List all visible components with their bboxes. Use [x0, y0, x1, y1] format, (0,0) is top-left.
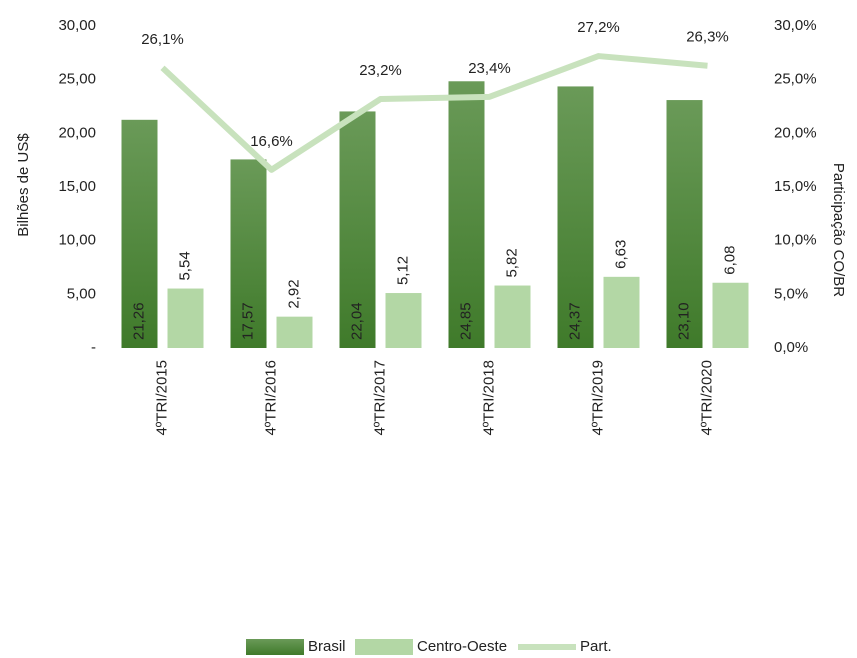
bar [121, 119, 158, 349]
y-tick-label: 10,00 [58, 232, 96, 249]
y2-tick-label: 30,0% [774, 17, 817, 34]
legend-label: Brasil [308, 638, 346, 655]
data-label: 23,2% [359, 62, 402, 79]
y2-tick-label: 25,0% [774, 71, 817, 88]
y2-tick-label: 10,0% [774, 232, 817, 249]
y-axis-label: Bilhões de US$ [15, 133, 32, 237]
bar [276, 316, 313, 348]
bar [603, 276, 640, 348]
y-tick-label: 5,00 [67, 285, 96, 302]
data-label: 16,6% [250, 133, 293, 150]
bar [494, 285, 531, 348]
bar [167, 288, 204, 348]
data-label: 5,12 [394, 256, 411, 285]
line [160, 53, 708, 173]
bar [230, 159, 267, 348]
data-label: 24,37 [566, 302, 583, 340]
bar [712, 282, 749, 348]
data-label: 22,04 [348, 302, 365, 340]
data-label: 21,26 [130, 302, 147, 340]
y2-tick-label: 0,0% [774, 339, 808, 356]
data-label: 5,82 [503, 248, 520, 277]
data-label: 23,4% [468, 60, 511, 77]
bar [385, 293, 422, 348]
legend-swatch [246, 639, 304, 655]
x-tick-label: 4ºTRI/2020 [698, 360, 715, 436]
legend-label: Part. [580, 638, 612, 655]
x-tick-label: 4ºTRI/2019 [589, 360, 606, 436]
x-tick-label: 4ºTRI/2018 [480, 360, 497, 436]
data-label: 27,2% [577, 19, 620, 36]
bar [666, 100, 703, 348]
data-label: 26,3% [686, 29, 729, 46]
x-tick-label: 4ºTRI/2015 [153, 360, 170, 436]
x-tick-label: 4ºTRI/2016 [262, 360, 279, 436]
data-label: 5,54 [176, 251, 193, 280]
data-label: 6,63 [612, 240, 629, 269]
bar [448, 81, 485, 348]
y2-tick-label: 15,0% [774, 178, 817, 195]
data-label: 17,57 [239, 302, 256, 340]
legend-swatch [518, 644, 576, 650]
y2-tick-label: 20,0% [774, 124, 817, 141]
y-tick-label: 20,00 [58, 124, 96, 141]
data-label: 23,10 [675, 302, 692, 340]
data-label: 26,1% [141, 31, 184, 48]
y-tick-label: 15,00 [58, 178, 96, 195]
y-tick-label: - [91, 339, 96, 356]
data-label: 2,92 [285, 279, 302, 308]
data-label: 24,85 [457, 302, 474, 340]
y2-axis-label: Participação CO/BR [830, 163, 847, 297]
y2-tick-label: 5,0% [774, 285, 808, 302]
legend-swatch [355, 639, 413, 655]
data-label: 6,08 [721, 246, 738, 275]
y-tick-label: 30,00 [58, 17, 96, 34]
bar [339, 111, 376, 348]
x-tick-label: 4ºTRI/2017 [371, 360, 388, 436]
legend-label: Centro-Oeste [417, 638, 507, 655]
y-tick-label: 25,00 [58, 71, 96, 88]
bar [557, 86, 594, 349]
